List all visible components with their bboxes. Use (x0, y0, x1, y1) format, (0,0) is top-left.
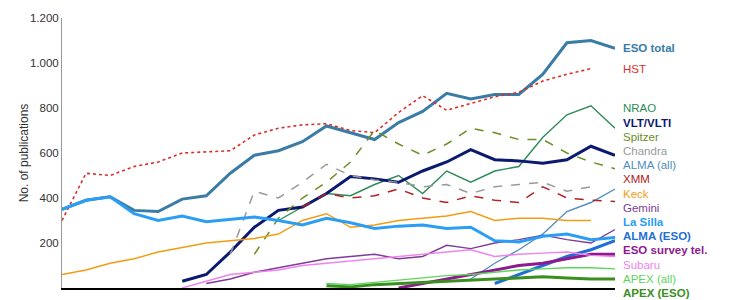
svg-text:La Silla: La Silla (623, 216, 664, 228)
svg-text:NRAO: NRAO (623, 102, 656, 114)
svg-text:No. of publications: No. of publications (17, 104, 31, 203)
svg-text:1.200: 1.200 (30, 12, 59, 24)
svg-text:200: 200 (40, 237, 59, 249)
svg-text:600: 600 (40, 147, 59, 159)
svg-text:Spitzer: Spitzer (623, 131, 659, 143)
svg-text:APEX (all): APEX (all) (623, 273, 676, 285)
svg-text:800: 800 (40, 102, 59, 114)
svg-text:XMM: XMM (623, 173, 650, 185)
svg-text:Subaru: Subaru (623, 259, 660, 271)
svg-text:400: 400 (40, 192, 59, 204)
svg-text:Gemini: Gemini (623, 202, 659, 214)
svg-text:Chandra: Chandra (623, 145, 668, 157)
svg-text:1.000: 1.000 (30, 57, 59, 69)
svg-text:VLT/VLTI: VLT/VLTI (623, 117, 671, 129)
svg-text:ESO total: ESO total (623, 42, 675, 54)
svg-text:ALMA (all): ALMA (all) (623, 159, 676, 171)
svg-text:HST: HST (623, 63, 646, 75)
svg-text:APEX (ESO): APEX (ESO) (623, 287, 690, 299)
svg-text:Keck: Keck (623, 188, 649, 200)
svg-text:ALMA (ESO): ALMA (ESO) (623, 230, 691, 242)
svg-text:ESO survey tel.: ESO survey tel. (623, 244, 707, 256)
